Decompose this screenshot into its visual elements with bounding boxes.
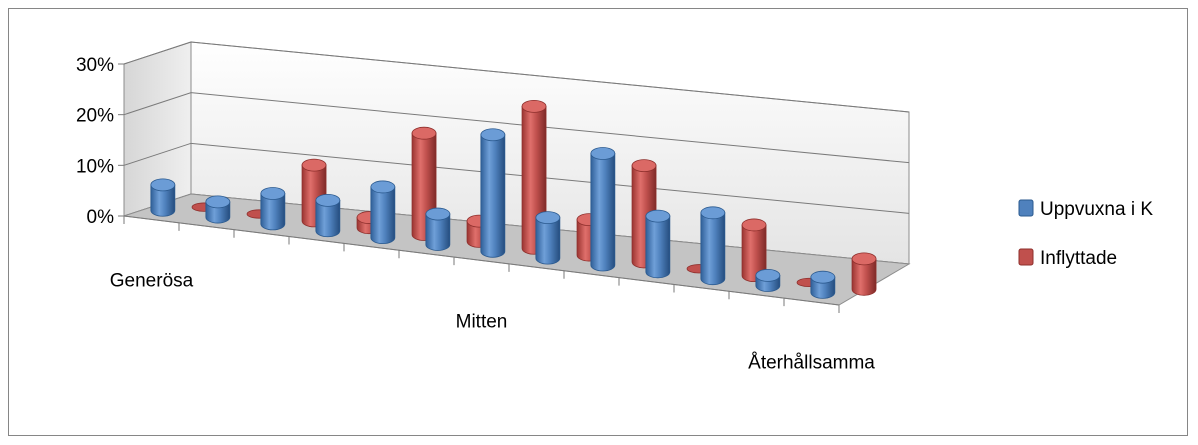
- bar: [810, 270, 836, 299]
- legend-label: Uppvuxna i K: [1040, 199, 1153, 220]
- legend: Uppvuxna i K Inflyttade: [1018, 199, 1153, 269]
- bar: [150, 178, 176, 217]
- bar-top: [521, 99, 547, 113]
- legend-item: Uppvuxna i K: [1018, 199, 1153, 220]
- x-tick-label: Mitten: [456, 312, 508, 333]
- bar-top: [480, 128, 506, 142]
- bar-top: [425, 207, 451, 221]
- bar-top: [150, 178, 176, 192]
- bar-body: [851, 258, 877, 296]
- x-axis: Generösa Mitten Återhållsamma: [110, 216, 875, 374]
- legend-swatch: [1018, 199, 1034, 217]
- bar-top: [260, 187, 286, 200]
- bar-body: [315, 199, 341, 238]
- gridline: [123, 142, 910, 214]
- legend-item: Inflyttade: [1018, 248, 1117, 269]
- bar: [755, 268, 781, 292]
- bar: [645, 209, 671, 279]
- bar-body: [590, 153, 616, 272]
- bar-body: [700, 212, 726, 286]
- bar-top: [645, 209, 671, 223]
- bar: [590, 147, 616, 272]
- bar-top: [741, 218, 767, 232]
- y-tick-label: 0%: [87, 207, 115, 228]
- bar-top: [411, 126, 437, 140]
- chart-frame: 0% 10% 20% 30% Generösa Mitten Återhållsamma …: [8, 8, 1188, 436]
- bar-body: [480, 134, 506, 258]
- bar: [315, 193, 341, 238]
- bar-top: [700, 206, 726, 220]
- bar-top: [631, 159, 657, 173]
- x-tick-label: Återhållsamma: [748, 353, 875, 374]
- bar: [370, 180, 396, 245]
- bar: [205, 195, 231, 224]
- y-axis: 0% 10% 20% 30%: [76, 55, 124, 228]
- gridline: [123, 92, 910, 164]
- gridline: [123, 41, 910, 113]
- bar-top: [851, 252, 877, 266]
- bar-body: [260, 193, 286, 231]
- bar-body: [425, 213, 451, 251]
- bar-top: [315, 193, 341, 207]
- y-tick-label: 30%: [76, 55, 114, 76]
- x-axis-line: [123, 215, 840, 306]
- bar-body: [535, 217, 561, 265]
- bar-top: [810, 270, 836, 284]
- y-tick-label: 10%: [76, 156, 114, 177]
- chart-canvas: 0%10%20%30% GenerösaMittenÅterhållsamma …: [76, 41, 1153, 374]
- bar-body: [370, 186, 396, 245]
- bar-top: [535, 211, 561, 225]
- bar: [700, 206, 726, 286]
- legend-label: Inflyttade: [1040, 248, 1117, 269]
- x-tick-label: Generösa: [110, 270, 194, 291]
- bar-top: [755, 268, 781, 282]
- plot-bars: [150, 99, 877, 299]
- legend-swatch: [1018, 248, 1034, 266]
- bar: [260, 187, 286, 231]
- bar: [480, 128, 506, 258]
- bar: [851, 252, 877, 296]
- bar-top: [205, 195, 231, 209]
- y-tick-label: 20%: [76, 106, 114, 127]
- bar-body: [150, 184, 176, 217]
- bar: [425, 207, 451, 251]
- bar-top: [301, 158, 327, 172]
- bar-body: [645, 215, 671, 279]
- bar-top: [590, 147, 616, 160]
- bar: [535, 211, 561, 265]
- bar-top: [370, 180, 396, 194]
